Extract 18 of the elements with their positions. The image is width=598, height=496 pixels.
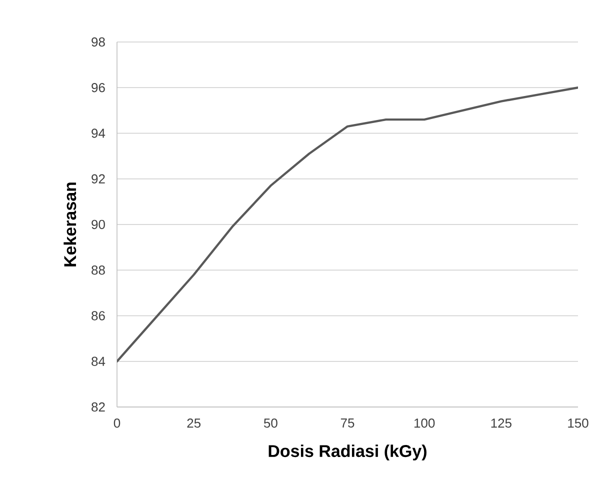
y-tick-label: 88	[92, 266, 105, 275]
y-tick-label: 82	[92, 402, 105, 412]
x-tick-label: 0	[114, 418, 120, 428]
y-axis-title: Kekerasan	[64, 182, 76, 266]
y-tick-label: 90	[92, 220, 105, 230]
x-tick-label: 25	[187, 418, 201, 428]
x-tick-label: 100	[414, 418, 435, 428]
x-tick-label: 50	[264, 418, 278, 428]
x-tick-label: 75	[340, 418, 354, 428]
y-tick-label: 92	[92, 174, 105, 184]
y-tick-label: 84	[92, 356, 106, 366]
y-tick-label: 98	[92, 37, 105, 47]
x-tick-label: 125	[491, 418, 512, 428]
x-axis-title: Dosis Radiasi (kGy)	[268, 444, 426, 460]
y-tick-label: 96	[92, 83, 105, 92]
y-tick-label: 86	[92, 311, 105, 320]
x-tick-label: 150	[568, 418, 588, 428]
y-tick-label: 94	[92, 128, 106, 138]
